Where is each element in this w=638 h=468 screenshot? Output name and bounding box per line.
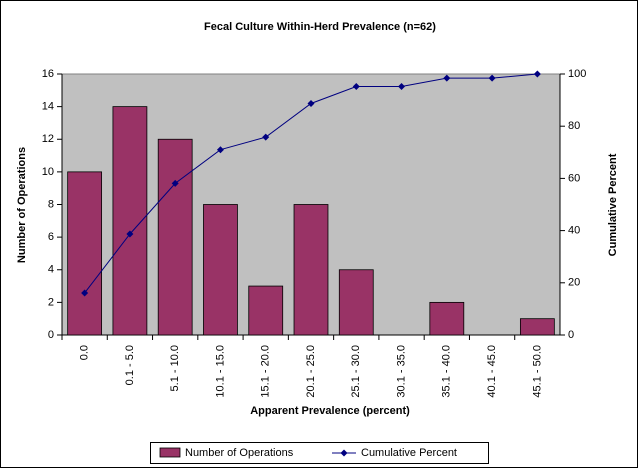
line-marker (262, 133, 270, 141)
y-axis-label: Number of Operations (16, 147, 28, 263)
line-marker (216, 146, 224, 154)
line-marker (443, 74, 451, 82)
y-tick-label: 2 (48, 296, 54, 308)
y-tick-label: 8 (48, 198, 54, 210)
x-tick-label: 20.1 - 25.0 (305, 345, 317, 398)
bar (338, 269, 374, 336)
x-tick-label: 10.1 - 15.0 (214, 345, 226, 398)
line-marker (533, 70, 541, 78)
y2-tick-label: 60 (568, 172, 580, 184)
chart-title: Fecal Culture Within-Herd Prevalence (n=… (204, 21, 436, 33)
x-tick-label: 35.1 - 40.0 (441, 345, 453, 398)
legend-label: Number of Operations (185, 447, 294, 459)
x-tick-label: 15.1 - 20.0 (260, 345, 272, 398)
y-tick-label: 10 (42, 166, 54, 178)
line-marker (398, 83, 406, 91)
bar (67, 171, 103, 336)
y-tick-label: 12 (42, 133, 54, 145)
legend-marker (340, 449, 348, 457)
bar (519, 318, 555, 336)
y-tick-label: 4 (48, 264, 54, 276)
x-tick-label: 0.1 - 5.0 (124, 345, 136, 385)
line-marker (307, 99, 315, 107)
x-tick-label: 5.1 - 10.0 (169, 345, 181, 391)
bar (429, 301, 465, 336)
line-marker (488, 74, 496, 82)
x-tick-label: 45.1 - 50.0 (531, 345, 543, 398)
line-marker (81, 289, 89, 297)
legend-label: Cumulative Percent (361, 447, 457, 459)
x-tick-label: 30.1 - 35.0 (395, 345, 407, 398)
line-marker (126, 230, 134, 238)
x-axis-label: Apparent Prevalence (percent) (250, 405, 410, 417)
y2-tick-label: 20 (568, 277, 580, 289)
bar (248, 285, 284, 336)
y2-axis-label: Cumulative Percent (607, 153, 619, 256)
y-tick-label: 0 (48, 329, 54, 341)
y-tick-label: 16 (42, 68, 54, 80)
y2-tick-label: 100 (568, 68, 586, 80)
x-tick-label: 25.1 - 30.0 (350, 345, 362, 398)
y2-tick-label: 80 (568, 120, 580, 132)
bar (203, 204, 238, 336)
legend-box (150, 442, 489, 464)
y-tick-label: 6 (48, 231, 54, 243)
y2-tick-label: 40 (568, 225, 580, 237)
x-tick-label: 0.0 (79, 345, 91, 360)
bar (293, 204, 329, 336)
x-tick-label: 40.1 - 45.0 (486, 345, 498, 398)
line-marker (352, 83, 360, 91)
legend-swatch (159, 447, 181, 458)
line-marker (171, 179, 179, 187)
y2-tick-label: 0 (568, 329, 574, 341)
y-tick-label: 14 (42, 101, 54, 113)
bar (157, 138, 193, 336)
